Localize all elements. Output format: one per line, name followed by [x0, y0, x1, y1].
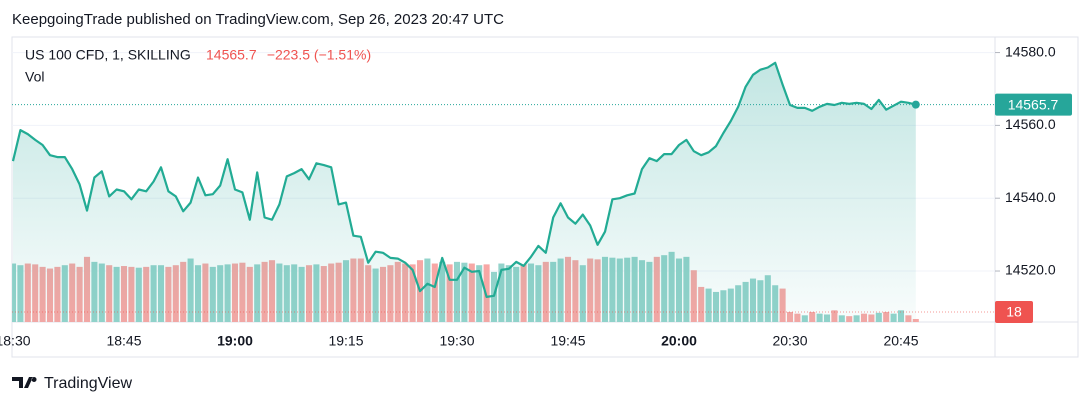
y-tick-label: 14560.0 — [1005, 116, 1056, 132]
brand-logo — [12, 377, 37, 388]
chart-frame — [11, 36, 1079, 358]
last-price-label: 14565.7 — [1008, 96, 1059, 112]
legend-volume: Vol — [25, 69, 44, 85]
x-tick-label: 18:45 — [106, 333, 141, 349]
price-area — [13, 62, 916, 322]
x-tick-label: 20:45 — [883, 333, 918, 349]
x-tick-label: 20:30 — [772, 333, 807, 349]
legend-change: −223.5 (−1.51%) — [267, 47, 371, 63]
y-tick-label: 14540.0 — [1005, 189, 1056, 205]
plot — [12, 52, 995, 322]
brand: TradingView — [44, 375, 132, 392]
x-tick-label: 19:45 — [550, 333, 585, 349]
price-line — [12, 61, 917, 298]
volume-last-label: 18 — [1006, 304, 1022, 320]
y-tick-label: 14520.0 — [1005, 262, 1056, 278]
x-tick-label: 20:00 — [661, 333, 697, 349]
y-tick-label: 14580.0 — [1005, 43, 1056, 59]
volume-last-box — [995, 301, 1033, 323]
x-tick-label: 19:30 — [439, 333, 474, 349]
x-tick-label: 19:15 — [328, 333, 363, 349]
legend-symbol: US 100 CFD, 1, SKILLING — [25, 47, 191, 63]
attribution: KeepgoingTrade published on TradingView.… — [12, 11, 504, 28]
x-tick-label: 19:00 — [217, 333, 253, 349]
last-price-dot — [911, 100, 920, 109]
last-price-box — [995, 93, 1072, 116]
legend-last: 14565.7 — [206, 47, 257, 63]
x-tick-label: 18:30 — [0, 333, 31, 349]
